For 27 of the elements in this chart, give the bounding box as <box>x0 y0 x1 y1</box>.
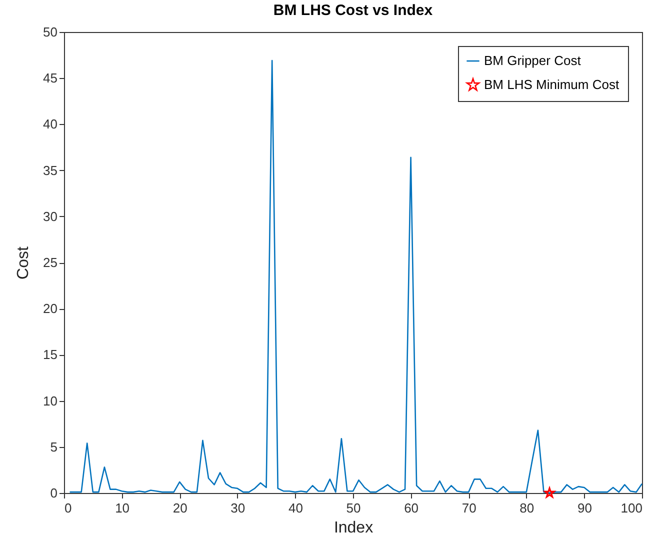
x-tick-label: 10 <box>115 500 130 516</box>
x-tick-label: 60 <box>404 500 419 516</box>
y-axis-title: Cost <box>15 246 32 280</box>
y-tick-label: 30 <box>43 208 58 224</box>
y-tick-label: 15 <box>43 347 58 362</box>
x-tick-label: 0 <box>64 500 72 516</box>
y-tick-label: 40 <box>43 116 58 132</box>
x-tick-label: 80 <box>520 500 534 516</box>
y-tick-label: 20 <box>43 301 58 316</box>
legend-label: BM LHS Minimum Cost <box>484 77 620 92</box>
chart-title: BM LHS Cost vs Index <box>273 2 434 19</box>
y-tick-label: 10 <box>43 393 58 408</box>
x-tick-label: 90 <box>577 500 592 516</box>
x-tick-label: 20 <box>172 500 188 516</box>
y-tick-label: 50 <box>43 24 58 40</box>
y-tick-label: 35 <box>43 162 58 178</box>
y-tick-label: 5 <box>50 439 58 454</box>
x-tick-label: 50 <box>346 500 361 516</box>
legend-label: BM Gripper Cost <box>484 53 582 68</box>
y-tick-label: 25 <box>43 255 58 270</box>
y-tick-label: 0 <box>50 486 58 500</box>
y-tick-label: 45 <box>43 70 58 86</box>
x-tick-label: 100 <box>620 500 642 516</box>
x-tick-label: 70 <box>462 500 476 516</box>
x-axis-title: Index <box>334 520 374 536</box>
x-tick-label: 30 <box>230 500 246 516</box>
x-tick-label: 40 <box>288 500 303 516</box>
